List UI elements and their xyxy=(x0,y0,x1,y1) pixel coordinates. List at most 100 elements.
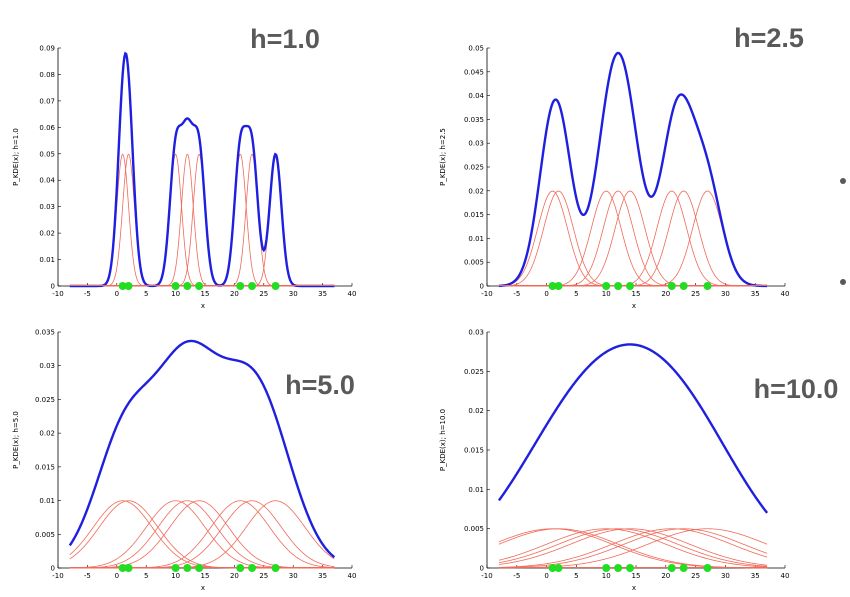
kernel-curve xyxy=(69,500,335,569)
kernel-curve xyxy=(498,528,768,569)
x-tick-label: 25 xyxy=(259,290,268,298)
x-tick-label: -10 xyxy=(481,290,492,298)
x-tick-label: 30 xyxy=(721,290,730,298)
data-point xyxy=(614,564,623,572)
x-tick-label: 25 xyxy=(691,290,700,298)
data-point xyxy=(271,282,280,290)
kernel-curve xyxy=(69,500,335,569)
y-tick-label: 0.015 xyxy=(35,463,55,471)
y-tick-label: 0.04 xyxy=(39,177,55,185)
y-tick-label: 0.005 xyxy=(464,525,484,533)
bandwidth-title: h=1.0 xyxy=(250,24,320,54)
bandwidth-title: h=10.0 xyxy=(754,374,839,404)
y-tick-label: 0.05 xyxy=(468,45,484,53)
y-tick-label: 0.005 xyxy=(35,531,55,539)
y-tick-label: 0.015 xyxy=(464,447,484,455)
x-tick-label: -10 xyxy=(52,290,63,298)
y-tick-label: 0.03 xyxy=(468,329,484,337)
x-tick-label: 0 xyxy=(115,290,119,298)
bullet-dot xyxy=(840,178,846,184)
kde-chart-h1: 0 0.01 0.02 0.03 0.04 0.05 0.06 0.07 0.08 0.09 -10… xyxy=(12,24,356,310)
x-tick-label: 5 xyxy=(574,290,578,298)
kernel-curve xyxy=(498,190,768,287)
kernel-curve xyxy=(498,528,768,568)
data-point xyxy=(667,564,676,572)
x-tick-label: 20 xyxy=(661,290,670,298)
x-tick-label: 5 xyxy=(144,290,148,298)
data-point xyxy=(667,282,676,290)
x-tick-label: 35 xyxy=(318,290,327,298)
x-tick-label: 40 xyxy=(781,290,790,298)
x-tick-label: 35 xyxy=(318,572,327,580)
x-tick-label: 0 xyxy=(115,572,119,580)
x-tick-label: 15 xyxy=(632,572,641,580)
data-point xyxy=(548,564,557,572)
bandwidth-title: h=5.0 xyxy=(285,370,355,400)
kernel-curve xyxy=(498,528,768,566)
data-point xyxy=(118,564,127,572)
data-point xyxy=(118,282,127,290)
x-tick-label: 30 xyxy=(289,290,298,298)
x-tick-label: -5 xyxy=(84,572,91,580)
kernel-curve xyxy=(69,500,335,569)
y-tick-label: 0.03 xyxy=(468,140,484,148)
kernel-curve xyxy=(69,500,335,569)
x-tick-label: 30 xyxy=(721,572,730,580)
y-tick-label: 0.01 xyxy=(468,486,484,494)
data-point xyxy=(183,564,192,572)
y-axis-title: P_KDE(x); h=5.0 xyxy=(12,411,20,469)
kde-curve xyxy=(498,51,768,288)
data-point xyxy=(626,282,635,290)
y-tick-label: 0 xyxy=(51,565,55,573)
data-point xyxy=(271,564,280,572)
kernel-curve xyxy=(498,190,768,287)
data-point xyxy=(248,282,257,290)
x-tick-label: 0 xyxy=(544,572,548,580)
x-tick-label: 40 xyxy=(348,572,357,580)
x-tick-label: 15 xyxy=(632,290,641,298)
x-tick-label: -5 xyxy=(84,290,91,298)
y-tick-label: 0 xyxy=(480,283,484,291)
y-tick-label: 0.01 xyxy=(39,256,55,264)
y-tick-label: 0.01 xyxy=(39,497,55,505)
y-tick-label: 0.02 xyxy=(468,407,484,415)
data-point xyxy=(554,564,563,572)
y-tick-label: 0.005 xyxy=(464,259,484,267)
kernel-curve xyxy=(69,500,335,569)
x-tick-label: -5 xyxy=(513,290,520,298)
x-tick-label: 10 xyxy=(171,572,180,580)
x-tick-label: 0 xyxy=(544,290,548,298)
data-point xyxy=(602,282,611,290)
y-tick-label: 0.01 xyxy=(468,235,484,243)
y-tick-label: 0 xyxy=(480,565,484,573)
kde-chart-h10: 0 0.005 0.01 0.015 0.02 0.025 0.03 -10 -5 0 5 10 15 2… xyxy=(439,329,838,593)
x-tick-label: 10 xyxy=(602,572,611,580)
y-tick-label: 0.02 xyxy=(39,430,55,438)
kernel-curve xyxy=(498,190,768,287)
y-tick-label: 0.025 xyxy=(35,396,55,404)
data-point xyxy=(195,282,204,290)
x-tick-label: 15 xyxy=(201,572,210,580)
x-tick-label: -10 xyxy=(481,572,492,580)
x-tick-label: 25 xyxy=(691,572,700,580)
kernel-curve xyxy=(498,190,768,287)
x-tick-label: 20 xyxy=(230,572,239,580)
data-point xyxy=(703,564,712,572)
x-tick-label: 40 xyxy=(348,290,357,298)
x-tick-label: 5 xyxy=(574,572,578,580)
x-tick-label: -10 xyxy=(52,572,63,580)
y-tick-label: 0.06 xyxy=(39,124,55,132)
y-tick-label: 0 xyxy=(51,283,55,291)
x-tick-label: 15 xyxy=(201,290,210,298)
kernel-curve xyxy=(498,528,768,568)
y-tick-label: 0.03 xyxy=(39,203,55,211)
x-tick-label: 5 xyxy=(144,572,148,580)
y-tick-label: 0.025 xyxy=(464,164,484,172)
y-tick-label: 0.02 xyxy=(39,230,55,238)
data-point xyxy=(679,564,688,572)
data-point xyxy=(703,282,712,290)
y-tick-label: 0.07 xyxy=(39,97,55,105)
y-axis-title: P_KDE(x); h=10.0 xyxy=(439,409,447,471)
y-tick-label: 0.045 xyxy=(464,68,484,76)
x-tick-label: 35 xyxy=(751,290,760,298)
